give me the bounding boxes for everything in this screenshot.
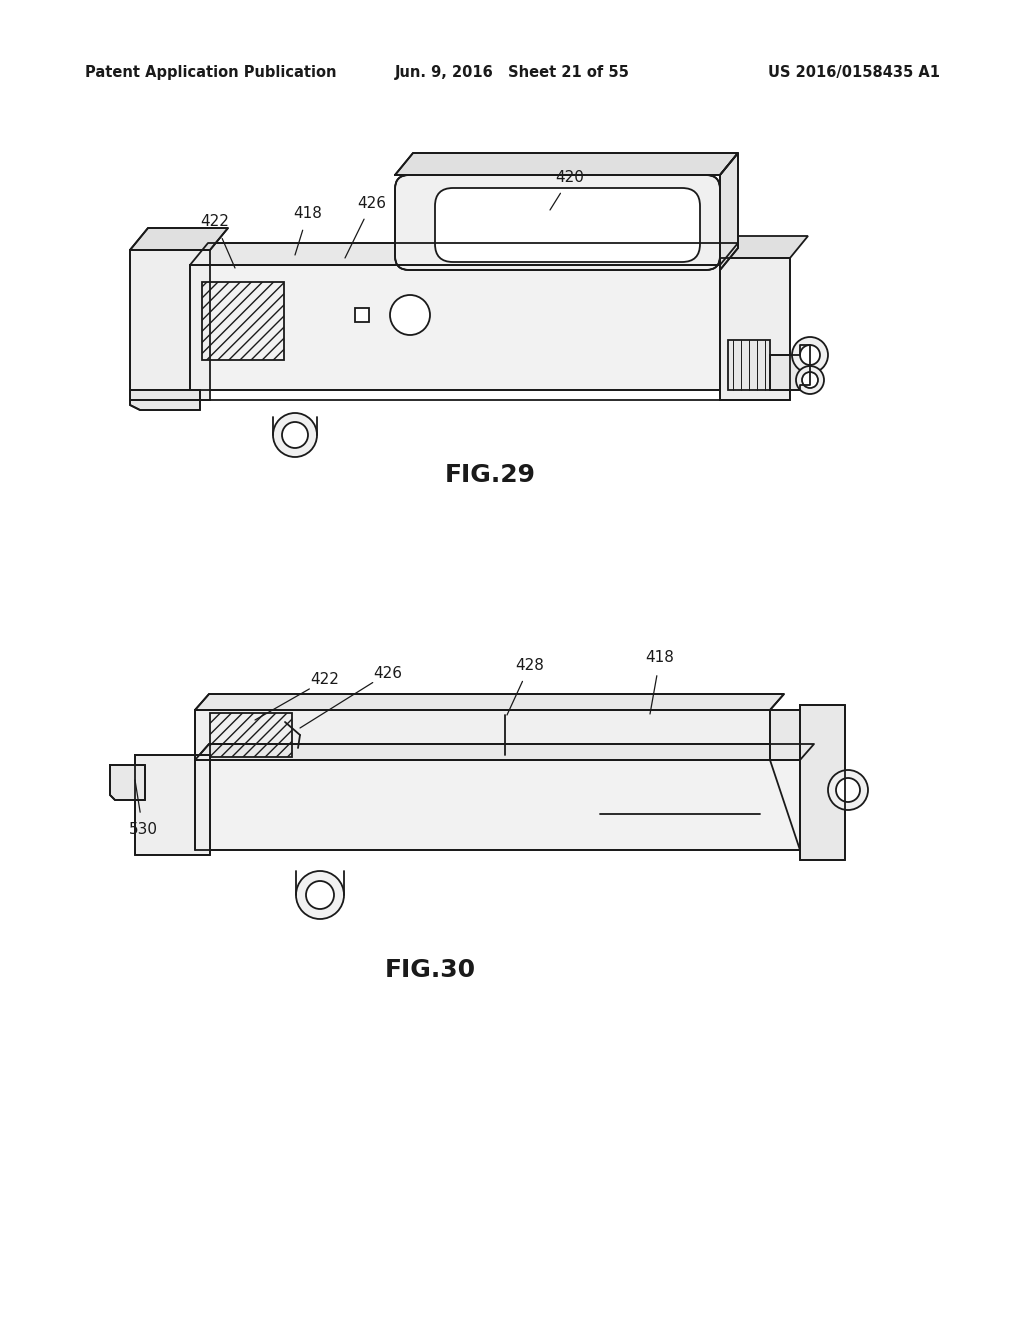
Text: FIG.30: FIG.30 bbox=[384, 958, 475, 982]
Polygon shape bbox=[770, 710, 800, 760]
Circle shape bbox=[390, 294, 430, 335]
Polygon shape bbox=[190, 265, 720, 389]
Text: 418: 418 bbox=[645, 651, 675, 665]
Circle shape bbox=[836, 777, 860, 803]
Circle shape bbox=[273, 413, 317, 457]
Polygon shape bbox=[190, 243, 738, 265]
Circle shape bbox=[800, 345, 820, 366]
Text: 422: 422 bbox=[201, 214, 229, 230]
Text: 418: 418 bbox=[294, 206, 323, 220]
Circle shape bbox=[796, 366, 824, 393]
Circle shape bbox=[792, 337, 828, 374]
Polygon shape bbox=[800, 705, 845, 861]
Text: Jun. 9, 2016   Sheet 21 of 55: Jun. 9, 2016 Sheet 21 of 55 bbox=[394, 65, 630, 79]
Text: 530: 530 bbox=[128, 822, 158, 837]
Polygon shape bbox=[195, 760, 800, 850]
Text: 426: 426 bbox=[374, 665, 402, 681]
Circle shape bbox=[306, 880, 334, 909]
Polygon shape bbox=[728, 341, 770, 389]
Text: US 2016/0158435 A1: US 2016/0158435 A1 bbox=[768, 65, 940, 79]
Polygon shape bbox=[720, 236, 808, 257]
Polygon shape bbox=[395, 153, 738, 176]
Text: 420: 420 bbox=[556, 170, 585, 186]
Polygon shape bbox=[720, 257, 790, 400]
Text: Patent Application Publication: Patent Application Publication bbox=[85, 65, 337, 79]
FancyBboxPatch shape bbox=[435, 187, 700, 261]
Bar bbox=[202, 282, 284, 360]
Polygon shape bbox=[195, 744, 814, 760]
FancyBboxPatch shape bbox=[395, 176, 720, 271]
Polygon shape bbox=[195, 694, 784, 710]
Text: 426: 426 bbox=[357, 195, 386, 210]
Polygon shape bbox=[130, 389, 200, 411]
Polygon shape bbox=[720, 153, 738, 271]
Polygon shape bbox=[135, 755, 210, 855]
Text: 422: 422 bbox=[310, 672, 339, 688]
Polygon shape bbox=[770, 345, 810, 389]
Circle shape bbox=[296, 871, 344, 919]
Polygon shape bbox=[130, 249, 210, 400]
Bar bbox=[355, 308, 369, 322]
Circle shape bbox=[802, 372, 818, 388]
Polygon shape bbox=[110, 766, 145, 800]
Text: 428: 428 bbox=[515, 657, 545, 672]
Bar bbox=[210, 713, 292, 756]
Circle shape bbox=[282, 422, 308, 447]
Text: FIG.29: FIG.29 bbox=[444, 463, 536, 487]
Circle shape bbox=[828, 770, 868, 810]
Polygon shape bbox=[195, 710, 770, 760]
Polygon shape bbox=[130, 228, 228, 249]
